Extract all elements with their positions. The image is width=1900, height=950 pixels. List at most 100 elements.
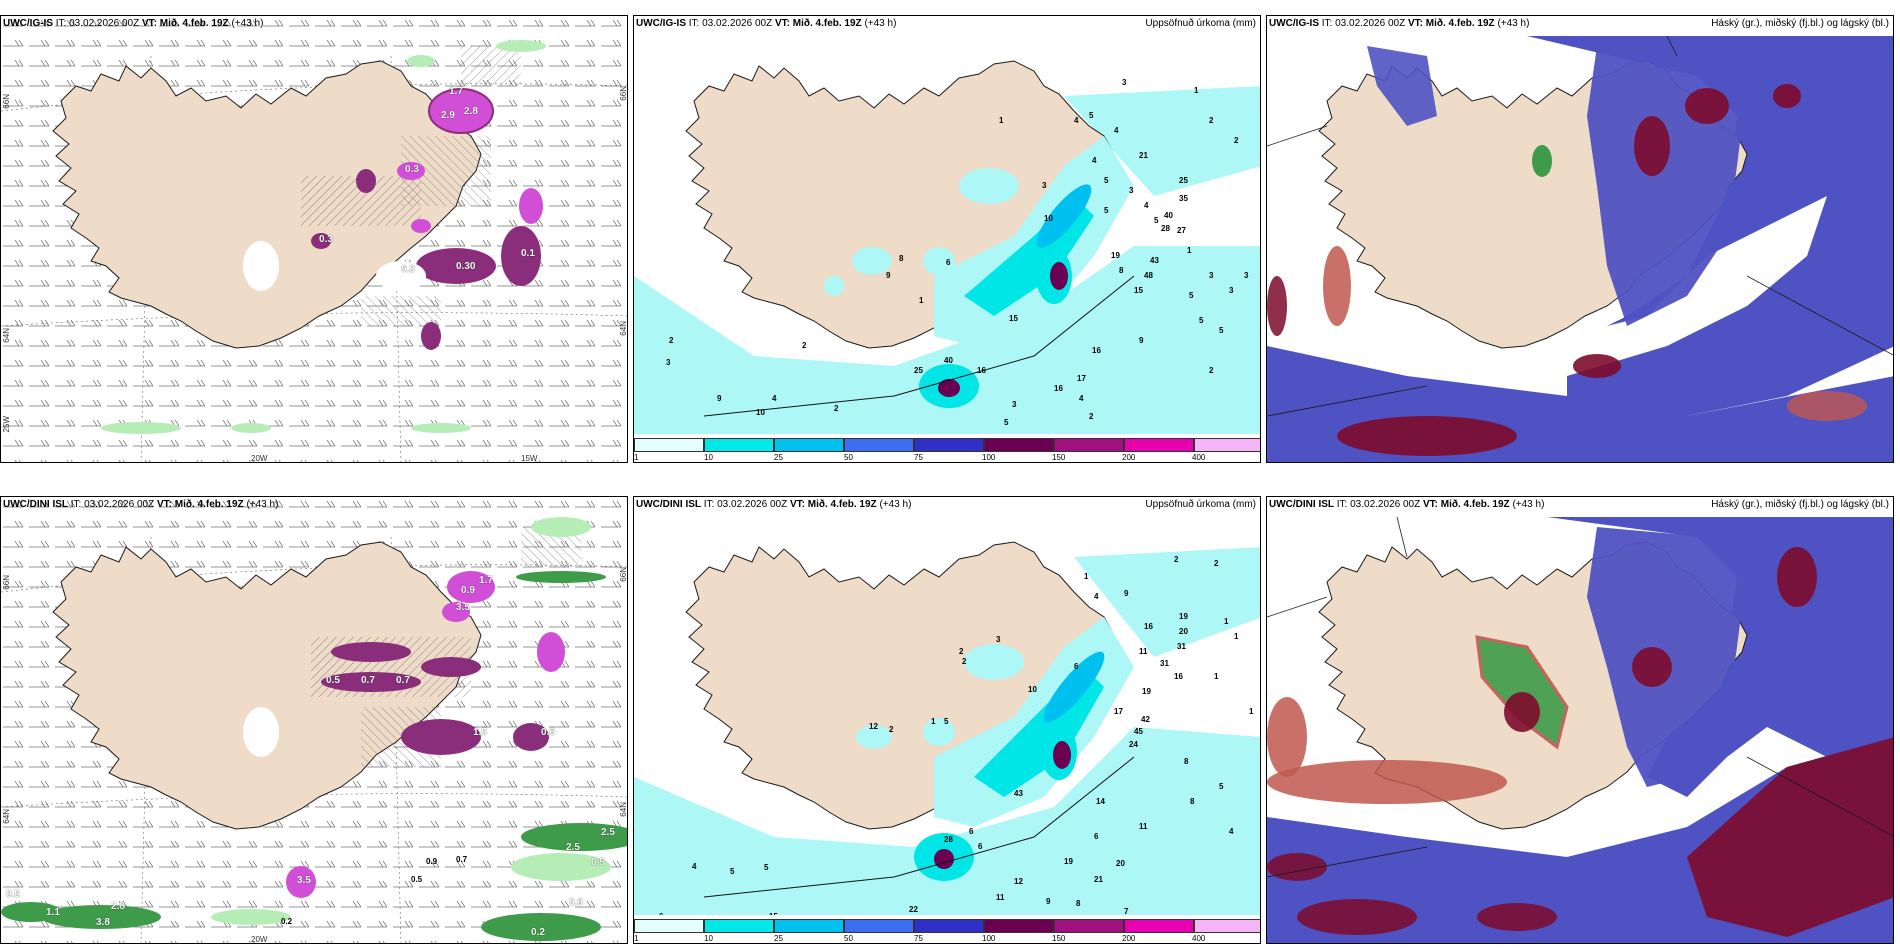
colorbar: 1 10 25 50 75 100 150 200 400 [634, 915, 1260, 943]
colorbar-label: 50 [844, 453, 853, 462]
value-label: 6 [946, 258, 951, 267]
lat-label: 64N [619, 321, 628, 336]
value-label: 14 [1096, 797, 1105, 806]
lat-label: 66N [619, 567, 628, 582]
panel-header: UWC/IG-IS IT: 03.02.2026 00Z VT: Mið. 4.… [1269, 18, 1530, 29]
lat-label: 66N [2, 94, 11, 109]
value-label: 40 [1164, 211, 1173, 220]
value-label: 6 [1094, 832, 1099, 841]
value-label: 2 [962, 657, 967, 666]
value-label: 11 [1139, 822, 1148, 831]
value-label: 2 [669, 336, 674, 345]
colorbar-label: 400 [1192, 453, 1206, 462]
value-label: 10 [756, 408, 765, 417]
value-label: 27 [1177, 226, 1186, 235]
panel-header: UWC/IG-IS IT: 03.02.2026 00Z VT: Mið. 4.… [636, 18, 897, 29]
value-label: 8 [1190, 797, 1195, 806]
value-label: 0.30 [456, 261, 476, 272]
value-label: 2 [1214, 559, 1219, 568]
value-label: 31 [1160, 659, 1169, 668]
value-label: 0.5 [6, 889, 20, 900]
value-label: 31 [1177, 642, 1186, 651]
colorbar-swatch [844, 438, 914, 452]
colorbar-swatch [844, 919, 914, 933]
colorbar-label: 150 [1052, 934, 1066, 943]
value-label: 9 [717, 394, 722, 403]
value-label: 2.5 [566, 842, 580, 853]
value-label: 0.5 [411, 875, 423, 884]
colorbar-label: 150 [1052, 453, 1066, 462]
lon-label: 20W [251, 935, 268, 944]
value-label: 4 [1144, 201, 1149, 210]
colorbar-label: 200 [1122, 453, 1136, 462]
value-label: 4 [1079, 394, 1084, 403]
value-label: 28 [944, 835, 953, 844]
value-label: 45 [1134, 727, 1143, 736]
panel-title: Uppsöfnuð úrkoma (mm) [1145, 18, 1256, 29]
value-label: 6 [1074, 662, 1079, 671]
colorbar-label: 75 [914, 453, 923, 462]
value-label: 5 [1219, 326, 1224, 335]
colorbar-swatch [1124, 438, 1194, 452]
panel-title: Háský (gr.), miðský (fj.bl.) og lágský (… [1711, 18, 1889, 29]
value-label: 1 [1214, 672, 1219, 681]
value-label: 25 [1179, 176, 1188, 185]
lat-label: 66N [619, 86, 628, 101]
colorbar-label: 100 [982, 934, 996, 943]
colorbar-swatch [914, 919, 984, 933]
value-label: 12 [869, 722, 878, 731]
value-label: 1.1 [46, 907, 60, 918]
cloud-map [1267, 516, 1893, 943]
value-label: 12 [1014, 877, 1023, 886]
colorbar-label: 100 [982, 453, 996, 462]
value-label: 1 [1224, 617, 1229, 626]
lon-label: 20W [251, 454, 268, 463]
value-label: 10 [1044, 214, 1053, 223]
value-label: 15 [1134, 286, 1143, 295]
panel-header: UWC/IG-IS IT: 03.02.2026 00Z VT: Mið. 4.… [3, 18, 264, 29]
value-label: 6 [978, 842, 983, 851]
value-label: 3.5 [297, 875, 311, 886]
value-label: 21 [1139, 151, 1148, 160]
colorbar-label: 10 [704, 934, 713, 943]
value-label: 3 [1209, 271, 1214, 280]
colorbar-label: 1 [634, 934, 639, 943]
value-label: 9 [1124, 589, 1129, 598]
colorbar-label: 25 [774, 453, 783, 462]
value-label: 0.3 [401, 264, 415, 275]
value-label: 5 [1199, 316, 1204, 325]
value-label: 3 [996, 635, 1001, 644]
value-label: 22 [909, 905, 918, 914]
colorbar-label: 75 [914, 934, 923, 943]
lat-label: 25W [2, 416, 11, 433]
value-label: 9 [886, 271, 891, 280]
value-label: 0.2 [531, 927, 545, 938]
value-label: 0.7 [361, 675, 375, 686]
lat-label: 64N [2, 328, 11, 343]
value-label: 4 [1114, 126, 1119, 135]
colorbar-swatch [984, 438, 1054, 452]
value-label: 1.7 [479, 575, 493, 586]
value-label: 4 [1074, 116, 1079, 125]
value-label: 0.7 [396, 675, 410, 686]
value-label: 2 [1209, 366, 1214, 375]
value-label: 19 [1142, 687, 1151, 696]
value-label: 3 [1229, 286, 1234, 295]
value-label: 3 [1122, 78, 1127, 87]
value-label: 19 [1064, 857, 1073, 866]
colorbar-label: 200 [1122, 934, 1136, 943]
value-label: 2 [1209, 116, 1214, 125]
value-label: 9 [1139, 336, 1144, 345]
value-label: 5 [1089, 111, 1094, 120]
cloud-map [1267, 35, 1893, 462]
value-label: 42 [1141, 715, 1150, 724]
value-label: 0.5 [326, 675, 340, 686]
value-label: 19 [1111, 251, 1120, 260]
value-label: 0.5 [591, 857, 605, 868]
value-label: 24 [1129, 740, 1138, 749]
value-label: 5 [1104, 176, 1109, 185]
value-label: 2.8 [464, 106, 478, 117]
panel-bottom-right: UWC/DINI ISL IT: 03.02.2026 00Z VT: Mið.… [1266, 496, 1894, 944]
value-label: 0.7 [456, 855, 468, 864]
value-label: 17 [1077, 374, 1086, 383]
